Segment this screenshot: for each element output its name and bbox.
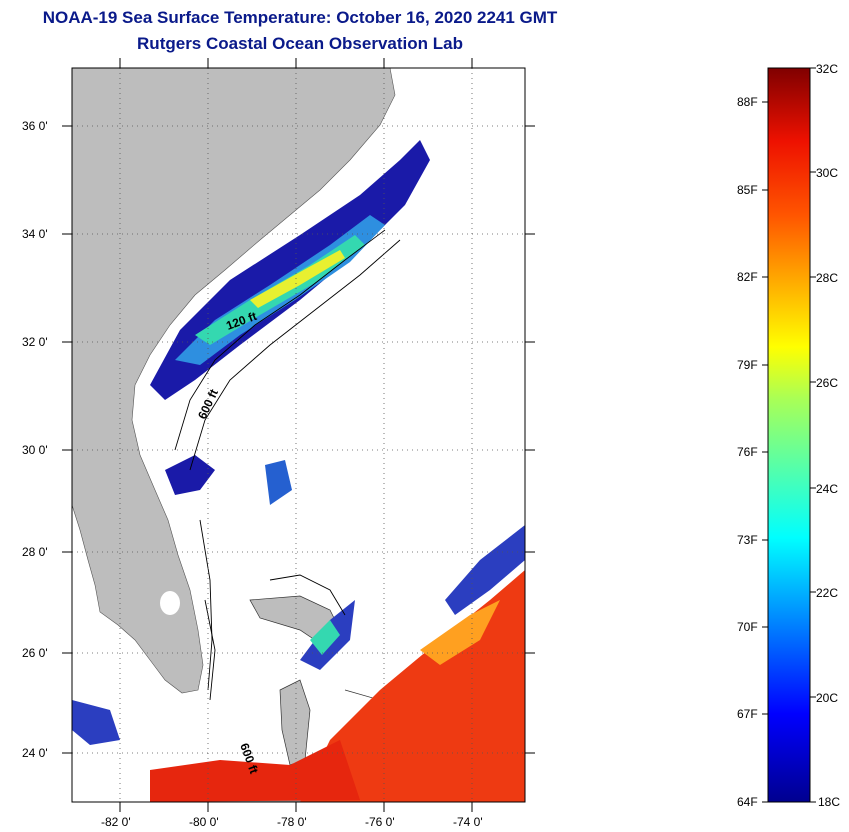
lat-label: 36 0' <box>22 119 48 133</box>
colorbar-celsius-label: 22C <box>816 586 838 600</box>
land-mainland <box>72 68 396 694</box>
colorbar-celsius-label: 30C <box>816 166 838 180</box>
lake-okeechobee <box>160 591 180 615</box>
map-subtitle: Rutgers Coastal Ocean Observation Lab <box>137 34 463 53</box>
colorbar-celsius-label: 26C <box>816 376 838 390</box>
map-frame <box>71 67 526 803</box>
depth-contours <box>174 229 401 701</box>
colorbar-fahrenheit-label: 64F <box>737 795 758 809</box>
lon-label: -82 0' <box>101 815 131 829</box>
colorbar-fahrenheit-label: 82F <box>737 270 758 284</box>
colorbar-ticks <box>762 67 816 803</box>
colorbar-fahrenheit-label: 70F <box>737 620 758 634</box>
lon-label: -76 0' <box>365 815 395 829</box>
map-title: NOAA-19 Sea Surface Temperature: October… <box>42 8 558 27</box>
colorbar-celsius-label: 24C <box>816 482 838 496</box>
colorbar-fahrenheit-label: 76F <box>737 445 758 459</box>
colorbar-celsius-label: 32C <box>816 62 838 76</box>
lat-label: 32 0' <box>22 335 48 349</box>
colorbar-celsius-label: 18C <box>818 795 840 809</box>
lat-label: 30 0' <box>22 443 48 457</box>
graticule <box>72 68 525 802</box>
lon-label: -74 0' <box>453 815 483 829</box>
colorbar-fahrenheit-label: 67F <box>737 707 758 721</box>
lat-label: 34 0' <box>22 227 48 241</box>
colorbar-fahrenheit-label: 73F <box>737 533 758 547</box>
colorbar-celsius-label: 28C <box>816 271 838 285</box>
lat-label: 28 0' <box>22 545 48 559</box>
colorbar-fahrenheit-label: 79F <box>737 358 758 372</box>
lat-label: 24 0' <box>22 746 48 760</box>
lon-label: -78 0' <box>277 815 307 829</box>
axis-ticks <box>62 58 535 812</box>
sst-south-warm <box>72 525 525 802</box>
sst-north-shelf <box>150 140 430 505</box>
colorbar-fahrenheit-label: 88F <box>737 95 758 109</box>
colorbar-celsius-label: 20C <box>816 691 838 705</box>
lon-label: -80 0' <box>189 815 219 829</box>
temperature-colorbar <box>767 67 811 803</box>
colorbar-fahrenheit-label: 85F <box>737 183 758 197</box>
lat-label: 26 0' <box>22 646 48 660</box>
